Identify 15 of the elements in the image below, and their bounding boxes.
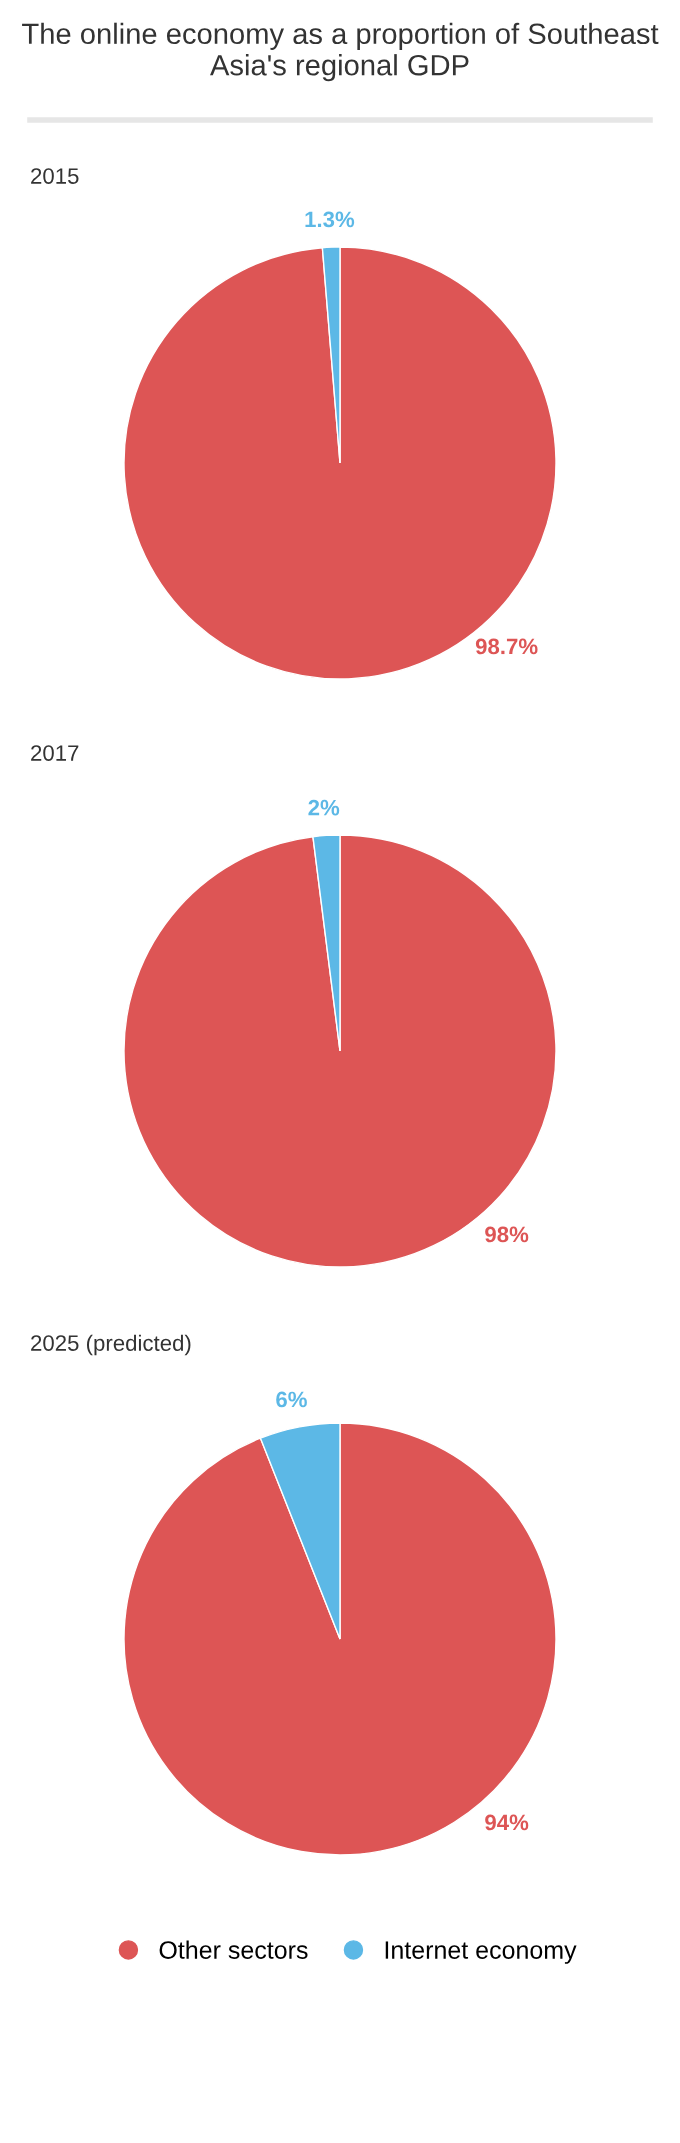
data-label: 98% [485,1226,529,1243]
pie-slice [123,834,557,1268]
chart-subtitle: 2025 (predicted) [31,1334,191,1356]
data-label: 94% [485,1814,529,1831]
pie-slice [123,1422,557,1856]
data-label: 6% [276,1391,307,1408]
legend-label: Internet economy [385,1941,577,1964]
chart-title: The online economy as a proportion of Southeast Asia's regional GDP [22,22,659,82]
data-label: 1.3% [305,211,355,228]
data-label: 2% [308,799,340,816]
pie-slice [123,246,557,680]
legend-label: Other sectors [159,1940,308,1959]
chart-subtitle: 2017 [31,745,79,761]
chart-subtitle: 2015 [31,168,79,184]
data-label: 98.7% [475,638,538,655]
